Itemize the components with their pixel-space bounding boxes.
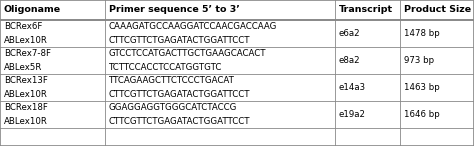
Text: 1646 bp: 1646 bp (404, 110, 440, 119)
Text: ABLex10R: ABLex10R (4, 36, 48, 45)
Text: Transcript: Transcript (339, 6, 393, 14)
Text: GTCCTCCATGACTTGCTGAAGCACACT: GTCCTCCATGACTTGCTGAAGCACACT (109, 49, 266, 58)
Text: BCRex7-8F: BCRex7-8F (4, 49, 51, 58)
Text: 1463 bp: 1463 bp (404, 83, 440, 92)
Text: e19a2: e19a2 (339, 110, 366, 119)
Text: e14a3: e14a3 (339, 83, 366, 92)
Text: 1478 bp: 1478 bp (404, 29, 440, 38)
Text: Oligoname: Oligoname (4, 6, 61, 14)
Text: BCRex18F: BCRex18F (4, 103, 48, 112)
Text: e8a2: e8a2 (339, 56, 361, 65)
Text: e6a2: e6a2 (339, 29, 361, 38)
Text: TCTTCCACCTCCATGGTGTC: TCTTCCACCTCCATGGTGTC (109, 63, 222, 72)
Text: Primer sequence 5’ to 3’: Primer sequence 5’ to 3’ (109, 6, 240, 14)
Text: BCRex6F: BCRex6F (4, 22, 42, 31)
Text: CTTCGTTCTGAGATACTGGATTCCT: CTTCGTTCTGAGATACTGGATTCCT (109, 36, 250, 45)
Text: CTTCGTTCTGAGATACTGGATTCCT: CTTCGTTCTGAGATACTGGATTCCT (109, 117, 250, 126)
Text: 973 bp: 973 bp (404, 56, 434, 65)
Text: CAAAGATGCCAAGGATCCAACGACCAAG: CAAAGATGCCAAGGATCCAACGACCAAG (109, 22, 277, 31)
Text: ABLex10R: ABLex10R (4, 90, 48, 99)
Text: ABLex5R: ABLex5R (4, 63, 42, 72)
Text: BCRex13F: BCRex13F (4, 76, 48, 85)
Text: TTCAGAAGCTTCTCCCTGACAT: TTCAGAAGCTTCTCCCTGACAT (109, 76, 235, 85)
Text: Product Size: Product Size (404, 6, 471, 14)
Text: ABLex10R: ABLex10R (4, 117, 48, 126)
Text: CTTCGTTCTGAGATACTGGATTCCT: CTTCGTTCTGAGATACTGGATTCCT (109, 90, 250, 99)
Text: GGAGGAGGTGGGCATCTACCG: GGAGGAGGTGGGCATCTACCG (109, 103, 237, 112)
